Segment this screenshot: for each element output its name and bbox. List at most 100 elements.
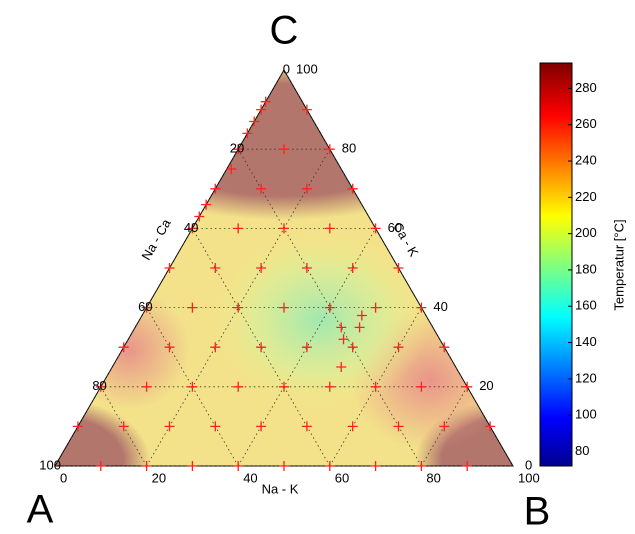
right-tick-label: 80 [342,141,356,156]
data-point [301,421,312,432]
data-point [95,381,106,392]
left-tick-label: 0 [283,61,290,76]
left-tick-label: 100 [39,457,61,472]
colorbar-tick-label: 280 [575,80,597,95]
data-point [370,302,381,313]
data-point [338,334,349,345]
data-point [233,461,244,471]
data-point [233,144,244,155]
surface [55,70,513,466]
data-point [370,381,381,392]
bottom-tick-label: 40 [243,470,257,485]
corner-label: A [27,488,54,532]
data-point [187,461,198,471]
data-point [336,362,347,372]
data-point [301,342,312,353]
bottom-tick-label: 20 [152,470,166,485]
right-tick-label: 60 [388,220,402,235]
bottom-tick-label: 0 [60,470,67,485]
data-point [164,421,175,432]
data-point [210,183,221,194]
data-point [118,342,129,353]
data-point [187,302,198,313]
data-point [141,302,152,313]
data-point [233,223,244,234]
data-point [393,421,404,432]
data-point [347,183,358,194]
bottom-tick-label: 60 [335,470,349,485]
data-point [462,461,473,471]
data-point [416,381,427,392]
data-point [226,164,237,174]
data-point [347,421,358,432]
data-point [324,144,335,155]
colorbar-tick-label: 120 [575,370,597,385]
data-point [164,342,175,353]
data-point [347,342,358,353]
data-point [187,223,198,234]
colorbar-tick-label: 260 [575,116,597,131]
data-point [233,302,244,313]
data-point [141,381,152,392]
data-point [210,421,221,432]
data-point [260,96,271,107]
data-point [233,381,244,392]
data-point [194,211,205,222]
data-point [187,381,198,392]
colorbar-tick-label: 240 [575,152,597,167]
data-point [462,381,473,392]
data-point [210,342,221,353]
data-point [279,461,289,471]
data-point [164,263,175,273]
bottom-tick-label: 100 [518,470,540,485]
data-point [279,302,289,313]
left-tick-label: 40 [184,220,198,235]
data-point [393,342,404,353]
data-point [279,144,289,155]
data-point [301,263,312,273]
colorbar-tick-label: 160 [575,298,597,313]
colorbar-tick-label: 220 [575,189,597,204]
data-point [256,342,267,353]
colorbar-tick-label: 80 [575,443,589,458]
left-tick-label: 60 [138,299,152,314]
axis-label: Na - Ca [138,216,174,263]
data-point [256,263,267,273]
axis-label: Na - K [262,481,299,496]
data-point [210,263,221,273]
left-tick-label: 20 [230,141,244,156]
left-tick-label: 80 [92,378,106,393]
data-point [439,421,450,432]
data-point [201,199,212,210]
right-tick-label: 40 [433,299,447,314]
data-point [485,421,496,432]
data-point [301,183,312,194]
data-point [439,342,450,353]
data-point [356,310,367,321]
data-point [279,223,289,234]
data-point [118,421,129,432]
right-tick-label: 0 [525,457,532,472]
data-point [336,322,347,333]
right-tick-label: 20 [479,378,493,393]
colorbar-tick-label: 140 [575,334,597,349]
data-point [324,461,335,471]
data-point [256,104,267,115]
colorbar-tick-label: 180 [575,261,597,276]
data-point [256,183,267,194]
data-point [249,116,260,127]
data-point [416,302,427,313]
colorbar-tick-label: 100 [575,407,597,422]
colorbar [539,62,573,467]
corner-label: B [524,490,551,534]
bottom-tick-label: 80 [426,470,440,485]
data-point [370,461,381,471]
data-point [370,223,381,234]
data-point [324,223,335,234]
data-point [256,421,267,432]
right-tick-label: 100 [296,61,318,76]
data-point [416,461,427,471]
data-point [95,461,106,471]
data-point [72,421,83,432]
